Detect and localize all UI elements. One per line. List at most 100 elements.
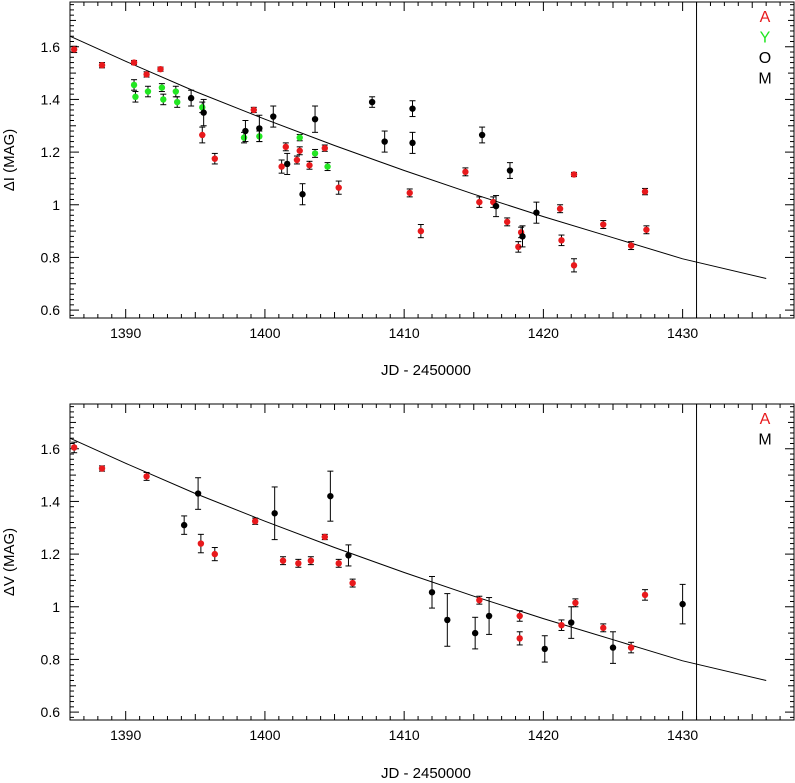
plot-frame	[69, 1, 795, 319]
data-point	[409, 139, 416, 147]
data-point	[609, 644, 617, 651]
x-tick-label: 1430	[667, 325, 698, 341]
data-point	[409, 105, 416, 112]
data-point	[256, 125, 263, 132]
y-axis-label: ΔI (MAG)	[1, 129, 18, 192]
data-point	[132, 93, 139, 101]
data-point	[335, 184, 342, 191]
data-point	[324, 163, 331, 170]
data-point	[270, 113, 277, 120]
data-point	[194, 490, 202, 497]
legend-entry-M: M	[758, 432, 771, 449]
data-point	[476, 198, 483, 206]
series-Y	[130, 79, 331, 172]
data-point	[321, 533, 328, 541]
data-point	[197, 540, 205, 547]
series-M	[180, 470, 686, 664]
data-point	[444, 616, 451, 624]
series-O	[187, 89, 540, 248]
data-point	[345, 552, 352, 559]
x-tick-label: 1420	[528, 727, 559, 743]
data-point	[143, 71, 150, 78]
x-tick-label: 1400	[249, 727, 280, 743]
data-point	[485, 612, 493, 620]
data-point	[240, 134, 248, 141]
data-point	[271, 510, 278, 517]
data-point	[641, 591, 649, 599]
data-point	[70, 444, 78, 451]
data-point	[321, 144, 328, 152]
data-point	[157, 65, 164, 73]
data-point	[541, 645, 548, 653]
data-point	[143, 473, 150, 480]
data-point	[130, 81, 138, 89]
legend-entry-M: M	[758, 71, 771, 88]
data-point	[278, 163, 285, 170]
data-point	[307, 557, 315, 564]
data-point	[572, 599, 579, 607]
data-point	[296, 134, 303, 141]
data-point	[417, 227, 425, 235]
y-axis-label: ΔV (MAG)	[1, 528, 18, 596]
y-tick-label: 0.8	[41, 249, 61, 265]
data-point	[293, 156, 301, 164]
data-point	[187, 94, 195, 102]
series-A	[70, 45, 650, 273]
data-point	[381, 138, 388, 145]
x-tick-label: 1420	[528, 325, 559, 341]
data-point	[211, 155, 218, 162]
legend-entry-O: O	[759, 50, 771, 67]
panel-bottom: 1390 1400 1410 1420 1430 0.6 0.8 1 1.2 1.4 1.6 JD -…	[1, 403, 795, 782]
data-point	[199, 131, 206, 139]
data-point	[627, 242, 635, 249]
data-point	[641, 188, 649, 195]
data-point	[296, 147, 303, 154]
data-point	[279, 557, 287, 564]
data-point	[492, 202, 500, 210]
data-point	[570, 262, 578, 269]
data-point	[406, 189, 413, 197]
plot-frame	[69, 403, 795, 721]
y-tick-label: 1	[52, 599, 60, 615]
data-point	[476, 596, 483, 604]
panel-top: 1390 1400 1410 1420 1430 0.6 0.8 1 1.2 1.4 1.6 JD -…	[1, 1, 795, 379]
data-point	[515, 243, 522, 251]
data-point	[516, 612, 523, 620]
x-tick-label: 1390	[110, 325, 141, 341]
data-point	[335, 560, 342, 567]
y-tick-label: 0.6	[41, 302, 61, 318]
data-point	[516, 635, 523, 642]
data-point	[180, 521, 188, 529]
data-point	[211, 550, 218, 558]
data-point	[533, 209, 540, 216]
data-point	[478, 131, 486, 139]
data-point	[174, 98, 181, 106]
data-point	[98, 61, 106, 69]
data-point	[144, 88, 152, 95]
y-tick-label: 0.8	[41, 651, 61, 667]
data-point	[679, 600, 686, 608]
x-tick-label: 1410	[389, 727, 420, 743]
fit-curve	[69, 437, 767, 681]
data-point	[130, 59, 138, 66]
data-point	[70, 46, 78, 53]
legend-entry-Y: Y	[760, 30, 771, 47]
data-point	[299, 191, 306, 198]
data-point	[462, 168, 469, 176]
data-point	[282, 143, 290, 151]
data-point	[327, 492, 334, 500]
data-point	[250, 106, 257, 114]
data-point	[503, 218, 511, 226]
data-point	[160, 96, 167, 103]
data-point	[568, 619, 575, 626]
data-point	[172, 88, 180, 95]
data-point	[200, 109, 207, 116]
data-point	[306, 162, 313, 169]
data-point	[627, 644, 635, 651]
data-point	[558, 622, 565, 629]
data-point	[251, 517, 259, 525]
data-point	[158, 84, 166, 91]
y-tick-label: 1.4	[41, 91, 61, 107]
data-point	[98, 465, 106, 472]
